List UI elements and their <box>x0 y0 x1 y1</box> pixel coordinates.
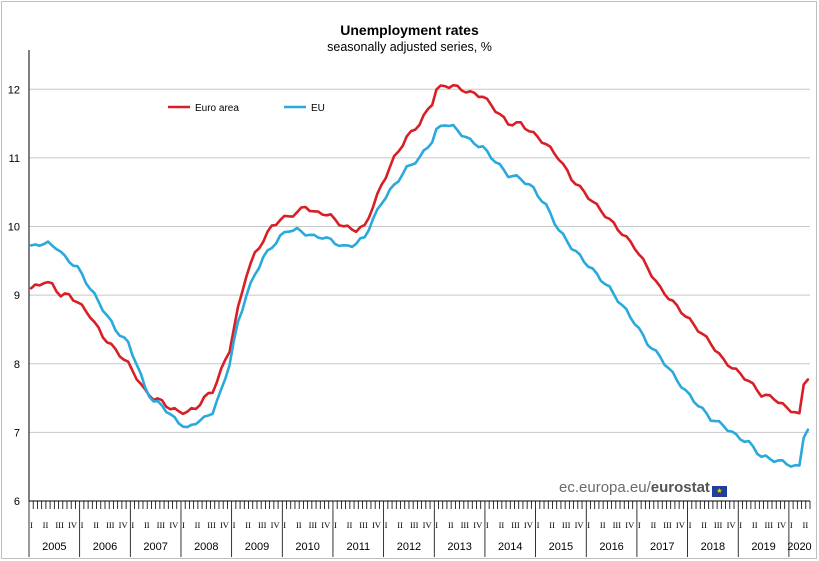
quarter-label: III <box>765 520 774 530</box>
chart-title: Unemployment rates <box>340 22 479 38</box>
year-label: 2011 <box>346 541 370 553</box>
quarter-label: IV <box>575 520 585 530</box>
eu-flag-icon: ★ <box>711 486 727 497</box>
y-tick-label: 10 <box>8 222 20 234</box>
y-tick-label: 8 <box>14 359 20 371</box>
year-label: 2007 <box>143 541 167 553</box>
quarter-label: IV <box>169 520 179 530</box>
quarter-label: I <box>486 520 489 530</box>
quarter-label: III <box>613 520 622 530</box>
chart-subtitle: seasonally adjusted series, % <box>327 40 492 54</box>
quarter-label: I <box>283 520 286 530</box>
year-label: 2019 <box>751 541 775 553</box>
quarter-label: IV <box>423 520 433 530</box>
year-label: 2009 <box>245 541 269 553</box>
quarter-label: II <box>752 520 758 530</box>
quarter-label: I <box>537 520 540 530</box>
year-label: 2015 <box>549 541 573 553</box>
quarter-label: II <box>549 520 555 530</box>
quarter-label: II <box>600 520 606 530</box>
quarter-label: I <box>182 520 185 530</box>
quarter-label: I <box>30 520 33 530</box>
quarter-label: II <box>144 520 150 530</box>
series-line-eu <box>29 123 810 468</box>
quarter-label: IV <box>271 520 281 530</box>
year-label: 2005 <box>42 541 66 553</box>
year-label: 2020 <box>787 541 811 553</box>
quarter-label: II <box>803 520 809 530</box>
y-tick-label: 12 <box>8 84 20 96</box>
year-label: 2016 <box>599 541 623 553</box>
y-tick-label: 6 <box>14 496 20 508</box>
quarter-label: II <box>448 520 454 530</box>
quarter-label: III <box>714 520 723 530</box>
year-label: 2013 <box>447 541 471 553</box>
quarter-label: III <box>663 520 672 530</box>
quarter-label: III <box>410 520 419 530</box>
quarter-label: II <box>93 520 99 530</box>
series-line-euro-area <box>29 83 810 416</box>
quarter-label: III <box>562 520 571 530</box>
quarter-label: III <box>55 520 64 530</box>
quarter-label: II <box>296 520 302 530</box>
quarter-label: IV <box>321 520 331 530</box>
quarter-label: IV <box>372 520 382 530</box>
quarter-label: IV <box>625 520 635 530</box>
quarter-label: II <box>245 520 251 530</box>
quarter-label: I <box>385 520 388 530</box>
quarter-label: II <box>195 520 201 530</box>
y-tick-label: 9 <box>14 290 20 302</box>
quarter-label: III <box>106 520 115 530</box>
quarter-label: I <box>81 520 84 530</box>
y-tick-label: 7 <box>14 427 20 439</box>
quarter-label: II <box>651 520 657 530</box>
quarter-label: III <box>309 520 318 530</box>
quarter-label: III <box>207 520 216 530</box>
quarter-label: IV <box>68 520 78 530</box>
quarter-label: I <box>131 520 134 530</box>
source-credit: ec.europa.eu/eurostat ★ <box>559 479 727 497</box>
quarter-label: IV <box>727 520 737 530</box>
quarter-label: II <box>701 520 707 530</box>
quarter-label: I <box>790 520 793 530</box>
quarter-label: II <box>43 520 49 530</box>
quarter-label: I <box>739 520 742 530</box>
year-label: 2006 <box>93 541 117 553</box>
quarter-label: III <box>258 520 267 530</box>
quarter-label: I <box>435 520 438 530</box>
quarter-label: III <box>511 520 520 530</box>
quarter-label: II <box>347 520 353 530</box>
quarter-label: II <box>499 520 505 530</box>
quarter-label: IV <box>119 520 129 530</box>
year-label: 2010 <box>295 541 319 553</box>
quarter-label: IV <box>473 520 483 530</box>
quarter-label: I <box>689 520 692 530</box>
quarter-label: II <box>397 520 403 530</box>
quarter-label: I <box>587 520 590 530</box>
legend-label: Euro area <box>195 103 239 114</box>
credit-prefix: ec.europa.eu/ <box>559 479 651 496</box>
year-label: 2017 <box>650 541 674 553</box>
quarter-label: III <box>359 520 368 530</box>
y-tick-label: 11 <box>9 153 20 165</box>
quarter-label: III <box>461 520 470 530</box>
quarter-label: III <box>157 520 166 530</box>
legend-label: EU <box>311 103 325 114</box>
quarter-label: I <box>233 520 236 530</box>
credit-brand: eurostat <box>650 479 710 496</box>
quarter-label: IV <box>777 520 787 530</box>
year-label: 2014 <box>498 541 522 553</box>
quarter-label: IV <box>524 520 534 530</box>
quarter-label: IV <box>676 520 686 530</box>
year-label: 2008 <box>194 541 218 553</box>
quarter-label: I <box>334 520 337 530</box>
quarter-label: IV <box>220 520 230 530</box>
year-label: 2012 <box>397 541 421 553</box>
quarter-label: I <box>638 520 641 530</box>
year-label: 2018 <box>701 541 725 553</box>
